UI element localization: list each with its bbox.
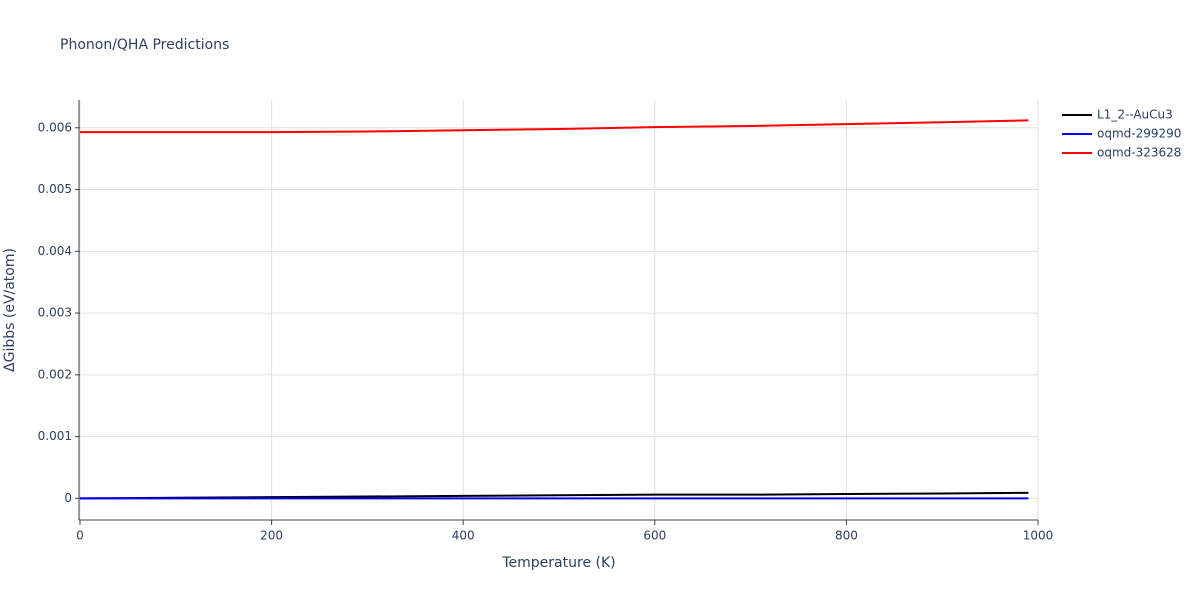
line-series [79,491,1029,500]
y-tick-label: 0 [64,491,72,505]
x-tick-label: 400 [452,529,475,543]
legend-label: oqmd-299290 [1097,127,1181,141]
y-axis-title: ΔGibbs (eV/atom) [2,248,18,372]
x-tick-label: 0 [76,529,84,543]
y-tick-label: 0.002 [38,367,72,381]
y-tick-label: 0.001 [38,429,72,443]
x-tick-label: 200 [260,529,283,543]
y-tick-label: 0.003 [38,306,72,320]
x-axis-title: Temperature (K) [501,555,615,571]
chart-title: Phonon/QHA Predictions [60,37,229,53]
y-tick-label: 0.006 [38,120,72,134]
line-series [80,119,1029,134]
x-tick-label: 600 [643,529,666,543]
y-tick-label: 0.005 [38,182,72,196]
x-tick-label: 1000 [1023,529,1054,543]
y-tick-label: 0.004 [38,244,72,258]
legend-label: oqmd-323628 [1097,146,1181,160]
legend-label: L1_2--AuCu3 [1097,108,1173,122]
x-tick-label: 800 [835,529,858,543]
